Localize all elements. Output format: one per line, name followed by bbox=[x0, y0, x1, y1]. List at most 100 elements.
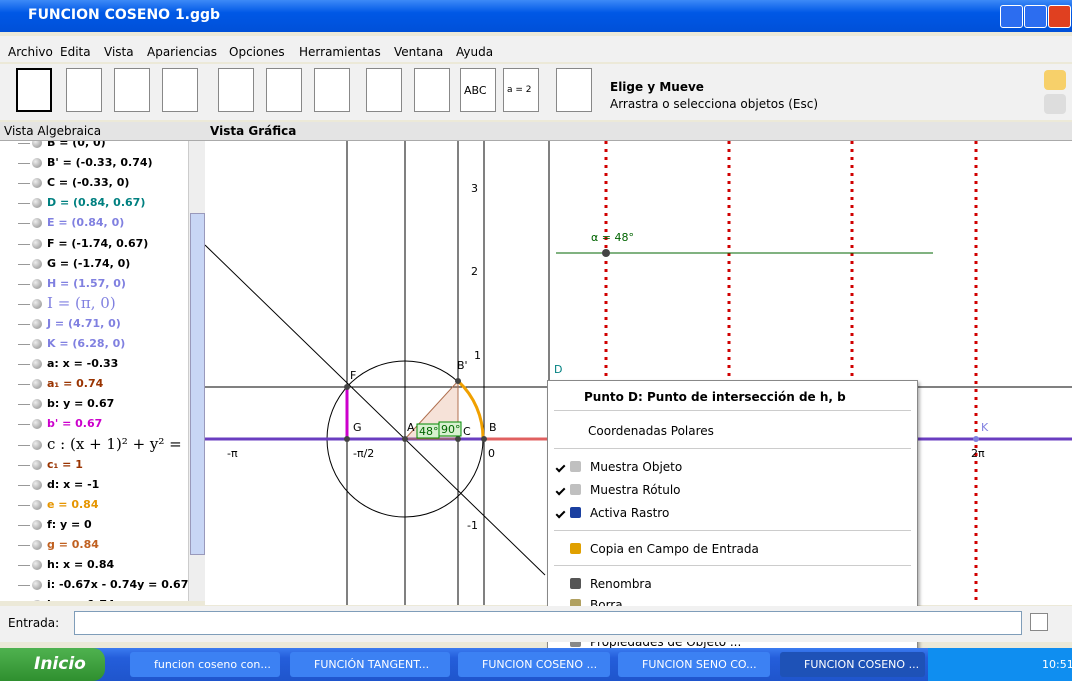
tool-button[interactable] bbox=[366, 68, 402, 112]
algebra-item[interactable]: a₁ = 0.74 bbox=[0, 374, 188, 394]
algebra-item[interactable]: c₁ = 1 bbox=[0, 455, 188, 475]
tool-button[interactable] bbox=[266, 68, 302, 112]
tree-line bbox=[18, 484, 30, 486]
algebra-item[interactable]: a: x = -0.33 bbox=[0, 354, 188, 374]
tree-line bbox=[18, 203, 30, 205]
separator bbox=[554, 565, 911, 566]
point[interactable] bbox=[455, 436, 461, 442]
tree-line bbox=[18, 303, 30, 305]
context-item[interactable]: Muestra Objeto bbox=[548, 457, 917, 477]
algebra-item[interactable]: d: x = -1 bbox=[0, 475, 188, 495]
item-bullet bbox=[32, 519, 42, 530]
taskbar-item[interactable]: FUNCION SENO CO... bbox=[618, 652, 770, 677]
maximize-button[interactable] bbox=[1024, 5, 1047, 28]
menu-item[interactable]: Opciones bbox=[229, 45, 285, 59]
tool-button[interactable] bbox=[556, 68, 592, 112]
tree-line bbox=[18, 404, 30, 406]
algebra-item[interactable]: h: x = 0.84 bbox=[0, 555, 188, 575]
menu-bar bbox=[0, 36, 1072, 62]
algebra-item[interactable]: i: -0.67x - 0.74y = 0.67 bbox=[0, 575, 188, 595]
algebra-item[interactable]: f: y = 0 bbox=[0, 515, 188, 535]
context-item[interactable]: Copia en Campo de Entrada bbox=[548, 539, 917, 559]
menu-item[interactable]: Ayuda bbox=[456, 45, 494, 59]
point[interactable] bbox=[481, 436, 487, 442]
point[interactable] bbox=[344, 384, 350, 390]
algebra-item[interactable]: c : (x + 1)² + y² = 1 bbox=[0, 435, 188, 455]
input-label: Entrada: bbox=[8, 616, 60, 630]
algebra-item[interactable]: K = (6.28, 0) bbox=[0, 334, 188, 354]
item-text: a: x = -0.33 bbox=[47, 357, 119, 371]
item-text: a₁ = 0.74 bbox=[47, 377, 104, 391]
algebra-item[interactable]: E = (0.84, 0) bbox=[0, 213, 188, 233]
tree-line bbox=[18, 243, 30, 245]
menu-item[interactable]: Edita bbox=[60, 45, 91, 59]
tool-button[interactable] bbox=[66, 68, 102, 112]
menu-item[interactable]: Vista bbox=[104, 45, 134, 59]
point[interactable] bbox=[973, 436, 979, 442]
item-text: K = (6.28, 0) bbox=[47, 337, 126, 350]
item-icon bbox=[570, 599, 581, 610]
tool-button[interactable] bbox=[503, 68, 539, 112]
point[interactable] bbox=[455, 378, 461, 384]
taskbar-item[interactable]: FUNCION COSENO ... bbox=[780, 652, 925, 677]
menu-item[interactable]: Ventana bbox=[394, 45, 444, 59]
item-text: Muestra Objeto bbox=[590, 460, 683, 474]
point-label: B bbox=[489, 421, 497, 434]
slider-point[interactable] bbox=[602, 249, 610, 257]
start-button[interactable]: Inicio bbox=[0, 648, 105, 681]
tool-button[interactable] bbox=[218, 68, 254, 112]
algebra-item[interactable]: g = 0.84 bbox=[0, 535, 188, 555]
algebra-item[interactable]: D = (0.84, 0.67) bbox=[0, 193, 188, 213]
item-bullet bbox=[32, 278, 42, 289]
axis-label: -π/2 bbox=[353, 447, 374, 460]
taskbar-item[interactable]: FUNCIÓN TANGENT... bbox=[290, 652, 450, 677]
taskbar-item[interactable]: funcion coseno con... bbox=[130, 652, 280, 677]
item-bullet bbox=[32, 419, 42, 430]
tree-line bbox=[18, 183, 30, 185]
close-button[interactable] bbox=[1048, 5, 1071, 28]
input-bar: Entrada: bbox=[0, 606, 1072, 642]
taskbar-item[interactable]: FUNCION COSENO ... bbox=[458, 652, 610, 677]
point[interactable] bbox=[344, 436, 350, 442]
algebra-item[interactable]: e = 0.84 bbox=[0, 495, 188, 515]
context-item[interactable]: Coordenadas Polares bbox=[548, 421, 917, 441]
tree-line bbox=[18, 263, 30, 265]
algebra-item[interactable]: I = (π, 0) bbox=[0, 294, 188, 314]
item-text: I = (π, 0) bbox=[47, 293, 116, 312]
context-item[interactable]: Renombra bbox=[548, 574, 917, 594]
input-field[interactable] bbox=[74, 611, 1022, 635]
algebra-item[interactable]: B = (0, 0) bbox=[0, 141, 188, 153]
tool-button[interactable] bbox=[460, 68, 496, 112]
undo-button[interactable] bbox=[1044, 70, 1066, 90]
item-text: d: x = -1 bbox=[47, 477, 100, 491]
minimize-button[interactable] bbox=[1000, 5, 1023, 28]
menu-item[interactable]: Archivo bbox=[8, 45, 53, 59]
algebra-item[interactable]: C = (-0.33, 0) bbox=[0, 173, 188, 193]
tool-button[interactable] bbox=[414, 68, 450, 112]
input-button[interactable] bbox=[1030, 613, 1048, 631]
item-text: Muestra Rótulo bbox=[590, 483, 681, 497]
tool-button[interactable] bbox=[314, 68, 350, 112]
algebra-item[interactable]: b: y = 0.67 bbox=[0, 394, 188, 414]
algebra-item[interactable]: F = (-1.74, 0.67) bbox=[0, 234, 188, 254]
algebra-item[interactable]: B' = (-0.33, 0.74) bbox=[0, 153, 188, 173]
menu-item[interactable]: Herramientas bbox=[299, 45, 381, 59]
item-icon bbox=[570, 461, 581, 472]
algebra-item[interactable]: J = (4.71, 0) bbox=[0, 314, 188, 334]
algebra-item[interactable]: b' = 0.67 bbox=[0, 414, 188, 434]
item-icon bbox=[570, 543, 581, 554]
tool-button[interactable] bbox=[114, 68, 150, 112]
context-item[interactable]: Muestra Rótulo bbox=[548, 480, 917, 500]
algebra-item[interactable]: H = (1.57, 0) bbox=[0, 274, 188, 294]
tool-button[interactable] bbox=[16, 68, 52, 112]
algebra-item[interactable]: G = (-1.74, 0) bbox=[0, 254, 188, 274]
context-item[interactable]: Activa Rastro bbox=[548, 503, 917, 523]
tool-button[interactable] bbox=[162, 68, 198, 112]
algebra-item[interactable]: j: x = -1.74 bbox=[0, 595, 188, 601]
item-bullet bbox=[32, 600, 42, 601]
redo-button[interactable] bbox=[1044, 94, 1066, 114]
scroll-thumb[interactable] bbox=[190, 213, 205, 555]
menu-item[interactable]: Apariencias bbox=[147, 45, 217, 59]
point[interactable] bbox=[402, 436, 408, 442]
scrollbar[interactable] bbox=[188, 141, 205, 601]
